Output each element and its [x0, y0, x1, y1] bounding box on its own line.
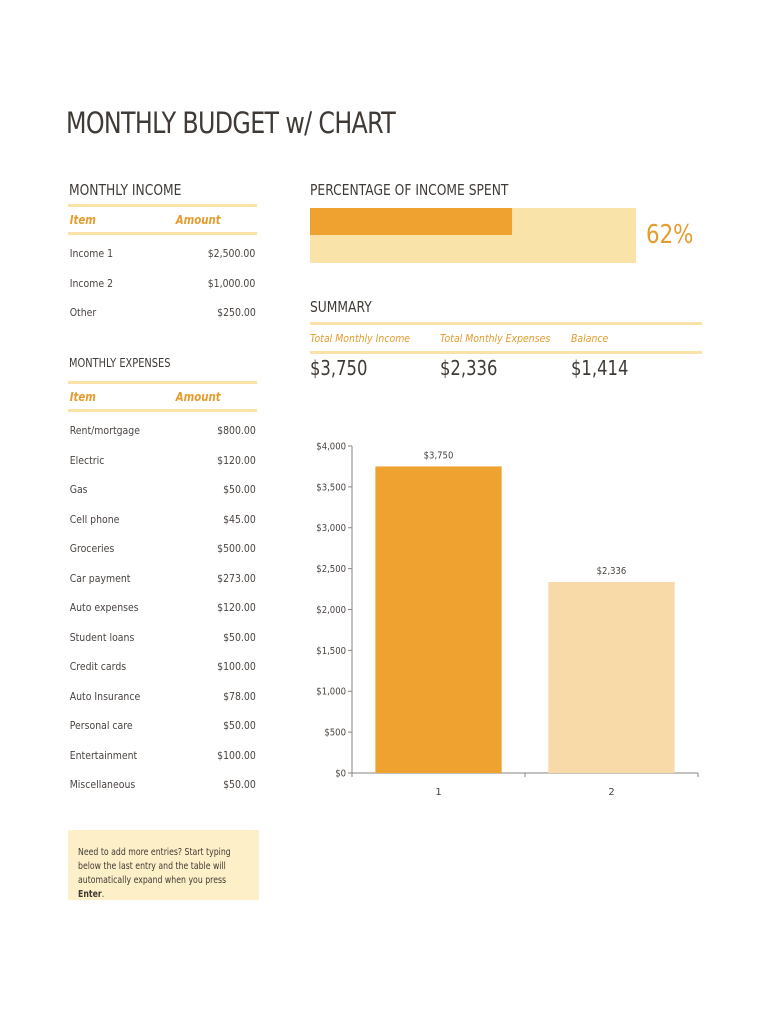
expense-rows: Rent/mortgage $800.00 Electric $120.00 Gas $5… [68, 416, 257, 800]
expenses-row: Personal care $50.00 [68, 711, 257, 741]
percentage-label: 62% [646, 220, 694, 250]
expenses-amount: $50.00 [222, 719, 256, 733]
y-tick-label: $1,500 [316, 645, 346, 657]
income-item: Other [69, 306, 97, 320]
expenses-row: Student loans $50.00 [68, 623, 257, 653]
page-title: MONTHLY BUDGET w/ CHART [66, 106, 396, 140]
expenses-heading: MONTHLY EXPENSES [69, 356, 171, 370]
expenses-amount: $100.00 [216, 660, 256, 674]
note-text: Need to add more entries? Start typing b… [78, 846, 242, 902]
income-rows: Income 1 $2,500.00 Income 2 $1,000.00 Other $… [68, 239, 257, 328]
summary-expenses-value: $2,336 [440, 356, 498, 380]
x-tick-label: 1 [435, 787, 441, 798]
expenses-header-top-rule [68, 381, 257, 384]
expenses-row: Auto expenses $120.00 [68, 593, 257, 623]
expenses-item: Auto Insurance [69, 689, 141, 703]
expenses-item: Electric [69, 453, 105, 467]
expenses-row: Rent/mortgage $800.00 [68, 416, 257, 446]
y-tick-label: $0 [335, 768, 346, 780]
expenses-amount: $45.00 [222, 512, 256, 526]
expenses-amount: $120.00 [216, 601, 256, 615]
expenses-header-bottom-rule [68, 409, 257, 412]
summary-bottom-rule [310, 351, 702, 354]
expenses-row: Electric $120.00 [68, 446, 257, 476]
summary-income-value: $3,750 [310, 356, 368, 380]
note-end: . [101, 889, 105, 900]
expenses-item: Student loans [69, 630, 135, 644]
income-heading: MONTHLY INCOME [69, 181, 182, 199]
x-tick-label: 2 [608, 787, 614, 798]
expenses-item: Rent/mortgage [69, 424, 140, 438]
summary-expenses-label: Total Monthly Expenses [440, 332, 551, 345]
note-bold-key: Enter [78, 889, 102, 900]
expenses-row: Credit cards $100.00 [68, 652, 257, 682]
expenses-amount: $120.00 [216, 453, 256, 467]
expenses-table: Item Amount Rent/mortgage $800.00 Electric… [68, 381, 257, 800]
income-col-amount: Amount [175, 212, 221, 227]
expenses-row: Gas $50.00 [68, 475, 257, 505]
percentage-bar-fill [310, 208, 513, 235]
income-table: Item Amount Income 1 $2,500.00 Income 2 $1,… [68, 204, 257, 328]
income-amount: $250.00 [216, 306, 256, 320]
percentage-bar [310, 208, 636, 263]
y-tick-label: $1,000 [316, 686, 346, 698]
expenses-item: Groceries [69, 542, 115, 556]
y-tick-label: $3,000 [316, 523, 346, 535]
expenses-amount: $50.00 [222, 630, 256, 644]
summary-balance-value: $1,414 [571, 356, 629, 380]
income-amount: $1,000.00 [207, 276, 256, 290]
expenses-row: Groceries $500.00 [68, 534, 257, 564]
percentage-heading: PERCENTAGE OF INCOME SPENT [310, 181, 509, 199]
income-amount: $2,500.00 [207, 247, 256, 261]
expenses-amount: $100.00 [216, 748, 256, 762]
expenses-item: Entertainment [69, 748, 138, 762]
expenses-item: Auto expenses [69, 601, 139, 615]
expenses-amount: $800.00 [216, 424, 256, 438]
expenses-item: Gas [69, 483, 88, 497]
income-item: Income 1 [69, 247, 114, 261]
expenses-item: Personal care [69, 719, 133, 733]
expenses-row: Auto Insurance $78.00 [68, 682, 257, 712]
expenses-item: Cell phone [69, 512, 120, 526]
summary-income-label: Total Monthly Income [310, 332, 411, 345]
expenses-amount: $500.00 [216, 542, 256, 556]
summary-heading: SUMMARY [310, 298, 372, 316]
expenses-row: Cell phone $45.00 [68, 505, 257, 535]
expenses-row: Car payment $273.00 [68, 564, 257, 594]
expenses-amount: $50.00 [222, 483, 256, 497]
summary-top-rule [310, 322, 702, 325]
income-col-item: Item [69, 212, 96, 227]
expenses-item: Miscellaneous [69, 778, 136, 792]
expenses-amount: $50.00 [222, 778, 256, 792]
bar-data-label: $2,336 [597, 565, 627, 577]
bar-data-label: $3,750 [424, 450, 454, 462]
expenses-amount: $273.00 [216, 571, 256, 585]
note-box: Need to add more entries? Start typing b… [68, 830, 259, 900]
bar [375, 466, 502, 773]
expenses-row: Entertainment $100.00 [68, 741, 257, 771]
income-header-top-rule [68, 204, 257, 207]
summary-balance-label: Balance [571, 332, 609, 345]
expenses-col-item: Item [69, 389, 96, 404]
expenses-row: Miscellaneous $50.00 [68, 770, 257, 800]
y-tick-label: $4,000 [316, 441, 346, 453]
income-row: Income 2 $1,000.00 [68, 269, 257, 299]
income-expense-chart: $0 $500 $1,000 $1,500 $2,000 $2,500 $3,000 $3,5… [316, 441, 699, 798]
income-table-header: Item Amount [68, 207, 257, 232]
y-tick-label: $500 [324, 727, 346, 739]
income-header-bottom-rule [68, 232, 257, 235]
income-row: Other $250.00 [68, 298, 257, 328]
expenses-amount: $78.00 [222, 689, 256, 703]
note-body: Need to add more entries? Start typing b… [78, 847, 231, 886]
y-tick-label: $3,500 [316, 482, 346, 494]
y-tick-label: $2,500 [316, 564, 346, 576]
income-row: Income 1 $2,500.00 [68, 239, 257, 269]
income-item: Income 2 [69, 276, 114, 290]
expenses-item: Credit cards [69, 660, 127, 674]
expenses-item: Car payment [69, 571, 131, 585]
expenses-table-header: Item Amount [68, 384, 257, 409]
bar [548, 582, 675, 773]
y-tick-label: $2,000 [316, 604, 346, 616]
expenses-col-amount: Amount [175, 389, 221, 404]
